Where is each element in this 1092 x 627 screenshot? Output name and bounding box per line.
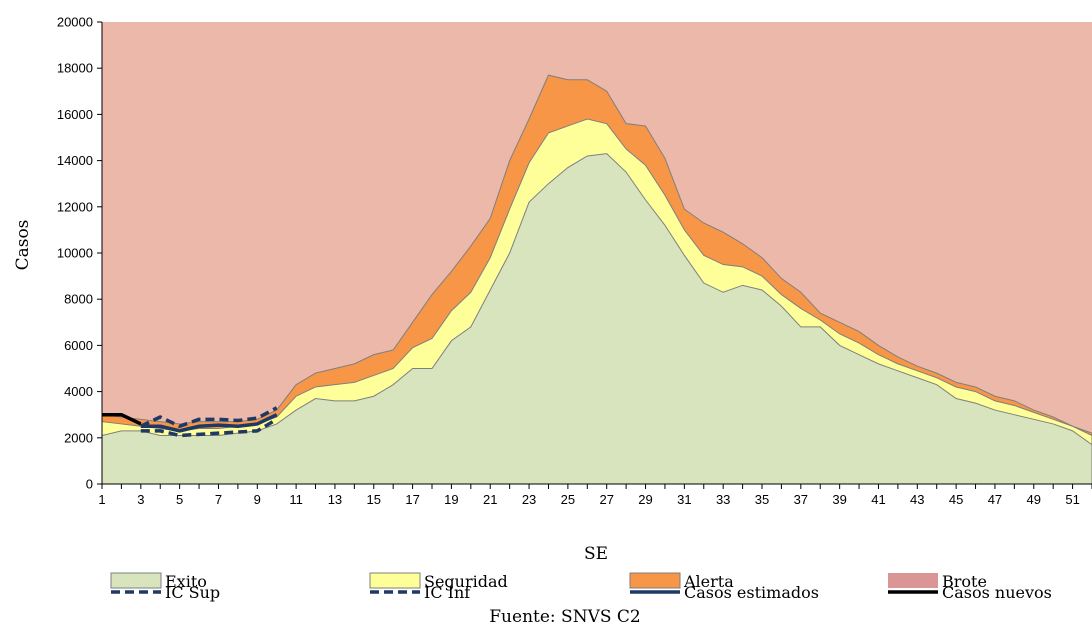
legend-label-casos-nuevos: Casos nuevos <box>942 583 1052 602</box>
x-tick-label: 23 <box>522 492 536 507</box>
line-ic-sup <box>140 406 278 428</box>
legend-swatch-exito <box>110 572 162 589</box>
x-tick-label: 19 <box>444 492 458 507</box>
y-tick-label: 4000 <box>64 384 93 399</box>
y-tick-label: 14000 <box>57 153 93 168</box>
x-tick-label: 33 <box>716 492 730 507</box>
x-tick-label: 15 <box>367 492 381 507</box>
y-tick-label: 8000 <box>64 292 93 307</box>
x-tick-label: 25 <box>561 492 575 507</box>
x-tick-label: 5 <box>176 492 183 507</box>
x-tick-label: 9 <box>254 492 261 507</box>
x-tick-label: 1 <box>98 492 105 507</box>
legend-swatch-seguridad <box>369 572 421 589</box>
y-axis-title: Casos <box>13 220 33 271</box>
legend-label-ic-sup: IC Sup <box>165 583 220 602</box>
x-axis-title: SE <box>584 544 608 564</box>
source-note: Fuente: SNVS C2 <box>489 607 640 627</box>
legend-label-brote: Brote <box>942 572 987 591</box>
area-layers <box>101 22 1092 485</box>
x-tick-label: 35 <box>755 492 769 507</box>
y-tick-label: 16000 <box>57 107 93 122</box>
y-tick-label: 2000 <box>64 430 93 445</box>
y-tick-label: 6000 <box>64 338 93 353</box>
y-tick-label: 18000 <box>57 61 93 76</box>
y-tick-label: 20000 <box>57 15 93 30</box>
legend-swatch-alerta <box>629 572 681 589</box>
line-layers <box>102 406 278 438</box>
legend-label-ic-inf: IC Inf <box>424 583 471 602</box>
x-tick-label: 7 <box>215 492 222 507</box>
y-tick-label: 0 <box>86 477 93 492</box>
x-tick-label: 37 <box>794 492 808 507</box>
x-tick-label: 49 <box>1027 492 1041 507</box>
x-tick-label: 51 <box>1065 492 1079 507</box>
x-tick-label: 39 <box>832 492 846 507</box>
legend: Exito Seguridad Alerta Brote IC Sup IC I… <box>110 572 1052 602</box>
line-casos-estimados <box>140 413 278 433</box>
x-tick-label: 45 <box>949 492 963 507</box>
x-tick-label: 47 <box>988 492 1002 507</box>
legend-label-alerta: Alerta <box>683 572 734 591</box>
x-tick-label: 3 <box>137 492 144 507</box>
axes: 0 2000 4000 6000 8000 10000 12000 14000 16000 180… <box>57 15 1092 507</box>
line-casos-nuevos <box>102 412 142 426</box>
x-tick-label: 29 <box>638 492 652 507</box>
legend-label-exito: Exito <box>165 572 207 591</box>
x-tick-label: 27 <box>599 492 613 507</box>
x-tick-label: 31 <box>677 492 691 507</box>
legend-label-casos-estimados: Casos estimados <box>684 583 819 602</box>
y-tick-label: 12000 <box>57 199 93 214</box>
x-tick-label: 17 <box>405 492 419 507</box>
x-tick-label: 11 <box>289 492 303 507</box>
x-tick-label: 41 <box>871 492 885 507</box>
legend-swatch-brote <box>888 573 938 588</box>
x-tick-label: 21 <box>483 492 497 507</box>
y-tick-label: 10000 <box>57 246 93 261</box>
x-tick-label: 13 <box>328 492 342 507</box>
x-tick-label: 43 <box>910 492 924 507</box>
legend-label-seguridad: Seguridad <box>424 572 508 591</box>
line-ic-inf <box>140 417 278 438</box>
